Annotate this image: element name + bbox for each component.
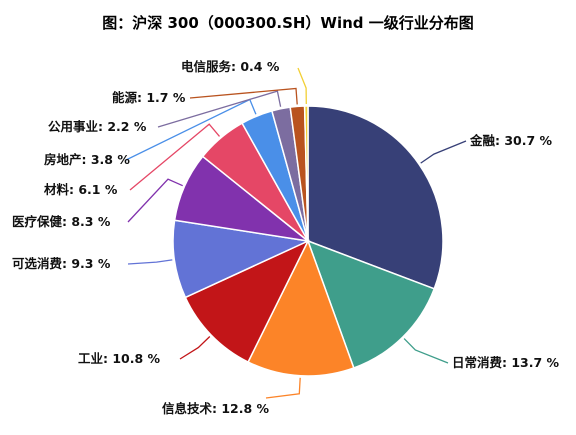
pie-slice-金融 <box>307 105 444 290</box>
leader-line-能源 <box>189 87 298 105</box>
leader-line-日常消费 <box>403 338 449 364</box>
slice-labels: 金融: 30.7 % 日常消费: 13.7 % 信息技术: 12.8 % 工业: 10… <box>12 59 560 416</box>
slice-label-日常消费: 日常消费: 13.7 % <box>452 355 560 370</box>
slice-label-能源: 能源: 1.7 % <box>112 90 186 105</box>
slice-label-材料: 材料: 6.1 % <box>43 182 118 197</box>
leader-line-电信服务 <box>297 67 307 105</box>
leader-line-材料 <box>129 123 220 191</box>
leader-line-公用事业 <box>157 90 282 128</box>
slice-label-房地产: 房地产: 3.8 % <box>44 152 130 167</box>
pie-slice-日常消费 <box>306 239 436 369</box>
slice-label-公用事业: 公用事业: 2.2 % <box>48 119 147 134</box>
slice-label-金融: 金融: 30.7 % <box>469 133 553 148</box>
leader-line-信息技术 <box>265 377 301 399</box>
leader-line-金融 <box>420 140 467 164</box>
pie-slice-电信服务 <box>303 105 309 242</box>
leader-line-可选消费 <box>127 259 173 265</box>
pie-slice-信息技术 <box>247 239 355 377</box>
slice-label-工业: 工业: 10.8 % <box>78 351 161 366</box>
slice-label-可选消费: 可选消费: 9.3 % <box>12 256 111 271</box>
slice-label-电信服务: 电信服务: 0.4 % <box>181 59 280 74</box>
slice-label-医疗保健: 医疗保健: 8.3 % <box>12 214 111 229</box>
leader-line-工业 <box>179 336 211 360</box>
leader-line-医疗保健 <box>127 178 183 223</box>
pie-slice-工业 <box>184 239 310 363</box>
pie-slice-可选消费 <box>172 219 311 299</box>
chart-title: 图：沪深 300（000300.SH）Wind 一级行业分布图 <box>102 14 474 32</box>
pie-slices <box>172 105 444 377</box>
slice-label-信息技术: 信息技术: 12.8 % <box>162 401 270 416</box>
